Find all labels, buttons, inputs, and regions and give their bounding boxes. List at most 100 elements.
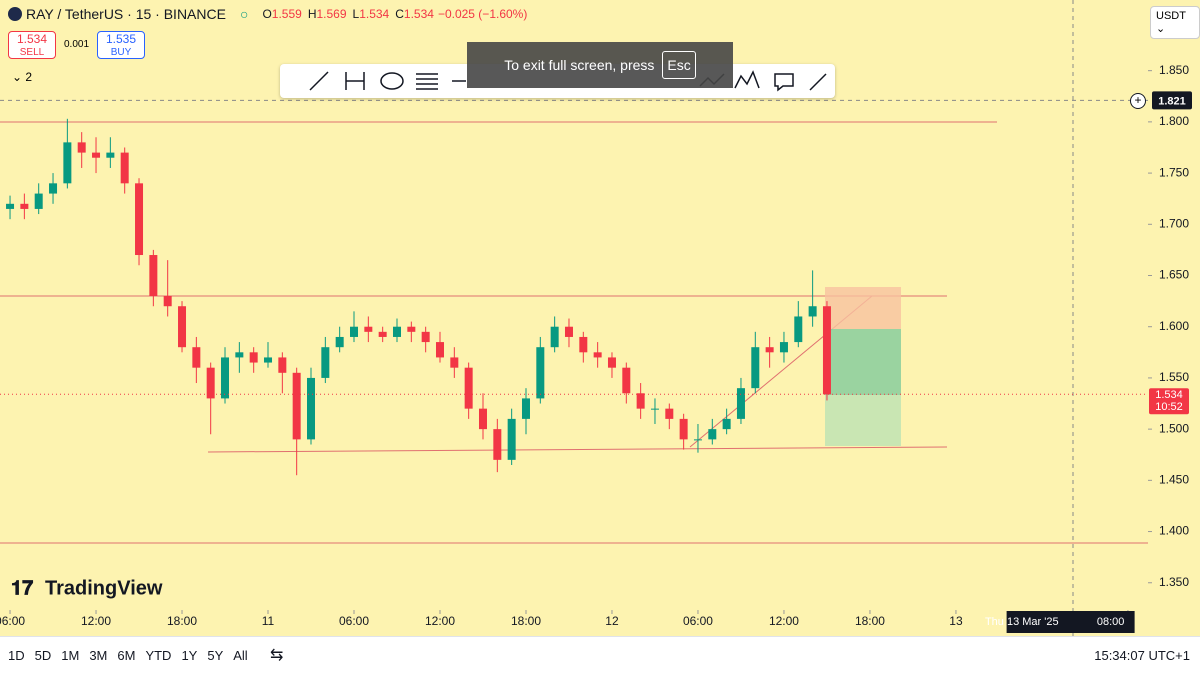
indicators-toggle[interactable]: ⌄ 2 (12, 70, 33, 84)
drawn-level (207, 446, 948, 453)
x-tick-label: 06:00 (0, 614, 25, 628)
clock: 15:34:07 UTC+1 (1094, 648, 1190, 663)
ohlc-key: C (395, 7, 404, 21)
ohlc-value: 1.534 (359, 7, 390, 21)
profit-zone-active (825, 329, 901, 395)
candle-body (665, 408, 674, 419)
x-tick-label: 12:00 (769, 614, 799, 628)
candle-body (221, 357, 230, 399)
x-tick-label: 06:00 (683, 614, 713, 628)
spread: 0.001 (64, 39, 90, 50)
candle-body (407, 326, 416, 332)
candle-body (435, 342, 444, 358)
date-range-button[interactable]: ⇆ (270, 647, 284, 664)
period-button[interactable]: YTD (145, 648, 172, 663)
period-button[interactable]: All (233, 648, 248, 663)
candle-body (708, 429, 717, 440)
candle-body (765, 347, 774, 353)
x-tick-label: 12 (605, 614, 619, 628)
y-tick-label: 1.800 (1159, 114, 1189, 128)
tool-wave[interactable] (734, 70, 760, 89)
period-button[interactable]: 1D (8, 648, 25, 663)
symbol-header: RAY / TetherUS · 15 · BINANCE ○ O1.559 H1… (8, 6, 527, 22)
notice-key[interactable]: Esc (662, 51, 696, 79)
candle-body (278, 357, 287, 373)
candle-body (478, 408, 487, 430)
candle-body (392, 326, 401, 337)
candle-body (693, 439, 702, 441)
x-tick-label: 18:00 (167, 614, 197, 628)
candle-body (106, 152, 115, 158)
candle-body (507, 418, 516, 460)
period-list: 1D 5D 1M 3M 6M YTD 1Y 5Y All (8, 648, 248, 663)
candle-body (550, 326, 559, 348)
crosshair-price: 1.821 (1158, 95, 1186, 107)
ohlc-item: O1.559 (262, 7, 301, 21)
tool-line[interactable] (309, 71, 329, 91)
x-tick-label: 12:00 (81, 614, 111, 628)
candle-body (307, 377, 316, 440)
crosshair-date: Thu 13 Mar '25 (985, 616, 1059, 628)
indicators-count: 2 (25, 70, 33, 84)
candle-body (822, 306, 831, 395)
y-tick-label: 1.650 (1159, 268, 1189, 282)
last-price-label: 1.534 (1155, 389, 1183, 401)
candle-body (622, 367, 631, 394)
candle-body (120, 152, 129, 184)
y-tick-label: 1.700 (1159, 216, 1189, 230)
ohlc-value: 1.559 (271, 7, 302, 21)
tool-note[interactable] (774, 73, 794, 92)
candle-body (564, 326, 573, 337)
sell-label: SELL (19, 47, 45, 58)
tool-range[interactable] (345, 72, 365, 90)
candle-body (264, 357, 273, 363)
y-tick-label: 1.600 (1159, 319, 1189, 333)
tool-ellipse[interactable] (380, 72, 404, 90)
candle-body (521, 398, 530, 419)
candle-body (321, 347, 330, 378)
tool-fib[interactable] (416, 73, 438, 90)
symbol[interactable]: RAY / TetherUS · 15 · BINANCE (26, 6, 226, 22)
ohlc-item: L1.534 (353, 7, 390, 21)
candle-body (206, 367, 215, 399)
logo-mark: 𝟏𝟕 (11, 577, 33, 599)
x-tick-label: 18:00 (855, 614, 885, 628)
candle-body (364, 326, 373, 332)
candle-body (794, 316, 803, 343)
period-button[interactable]: 6M (117, 648, 136, 663)
candle-body (536, 347, 545, 399)
candle-body (49, 183, 58, 194)
currency-select[interactable]: USDT ⌄ (1150, 6, 1200, 39)
candle-body (20, 203, 29, 209)
x-tick-label: 18:00 (511, 614, 541, 628)
candle-body (493, 429, 502, 460)
period-button[interactable]: 3M (89, 648, 108, 663)
ohlc-value: 1.534 (403, 7, 434, 21)
candle-body (135, 183, 144, 256)
sell-button[interactable]: 1.534 SELL (8, 31, 56, 59)
symbol-icon (8, 7, 22, 21)
period-button[interactable]: 1Y (181, 648, 198, 663)
y-tick-label: 1.750 (1159, 165, 1189, 179)
period-button[interactable]: 5D (34, 648, 52, 663)
tool-arrow[interactable] (809, 73, 827, 91)
candle-body (34, 193, 43, 209)
y-tick-label: 1.400 (1159, 524, 1189, 538)
add-alert[interactable]: + (1130, 93, 1146, 109)
ohlc: O1.559 H1.569 L1.534 C1.534 (262, 7, 434, 21)
candle-body (779, 342, 788, 353)
ohlc-item: C1.534 (395, 7, 434, 21)
candle-body (464, 367, 473, 409)
status-dot: ○ (239, 6, 249, 22)
buy-button[interactable]: 1.535 BUY (97, 31, 145, 59)
y-tick-label: 1.350 (1159, 575, 1189, 589)
y-tick-label: 1.500 (1159, 421, 1189, 435)
period-button[interactable]: 5Y (207, 648, 224, 663)
candle-body (808, 306, 817, 317)
period-button[interactable]: 1M (61, 648, 80, 663)
candle-body (178, 306, 187, 348)
candle-body (736, 388, 745, 419)
crosshair-price-box (1152, 91, 1192, 110)
ohlc-value: 1.569 (316, 7, 347, 21)
